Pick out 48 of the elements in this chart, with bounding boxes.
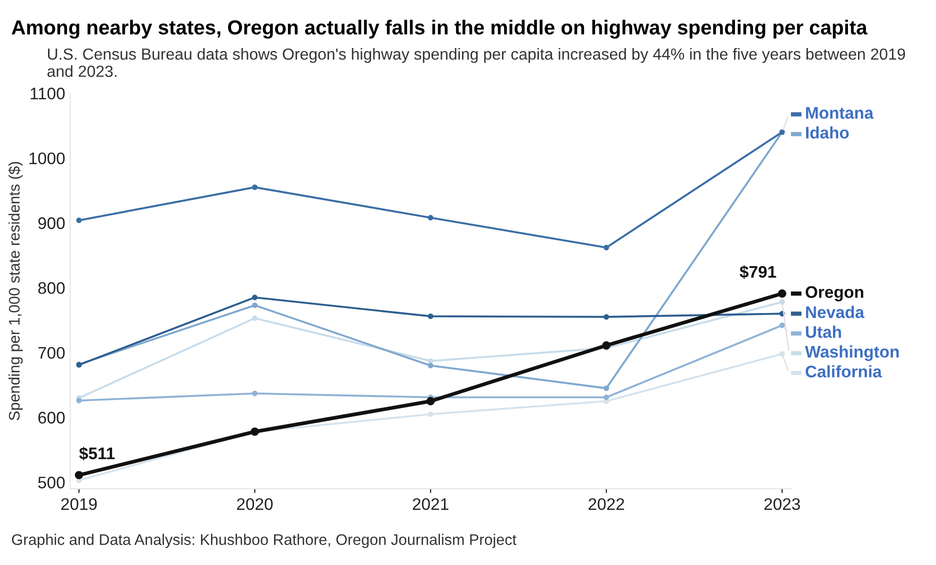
legend-label: California — [806, 365, 882, 378]
point — [76, 398, 82, 404]
text: Graphic and Data Analysis: Khushboo Rathore, Oregon Journalism Project — [12, 534, 516, 548]
y-tick-label: 1000 — [30, 152, 65, 164]
y-tick-label: 1100 — [30, 88, 65, 100]
y-tick-label: 500 — [38, 476, 65, 488]
y-tick-label: 600 — [38, 412, 65, 424]
point — [779, 322, 785, 328]
point — [604, 314, 610, 320]
y-tick-label: 800 — [38, 282, 65, 294]
point — [428, 358, 434, 364]
x-tick-label: 2019 — [61, 498, 97, 510]
point — [778, 289, 786, 298]
point — [252, 294, 258, 300]
x-tick-label: 2021 — [412, 498, 448, 510]
legend-label: Nevada — [806, 306, 864, 318]
point — [426, 397, 435, 406]
point — [252, 302, 258, 308]
point — [779, 299, 785, 305]
point — [602, 341, 611, 350]
data-label: $511 — [79, 446, 115, 460]
point — [428, 313, 434, 320]
chart-title: Among nearby states, Oregon actually falls in the middle on highway spending per capita — [12, 20, 868, 39]
y-tick-label: 900 — [38, 217, 65, 230]
point — [428, 411, 434, 417]
data-label: $791 — [740, 265, 776, 279]
point — [428, 362, 434, 368]
point — [252, 315, 258, 321]
point — [428, 214, 434, 220]
legend-label: Montana — [806, 107, 874, 119]
point — [252, 184, 258, 190]
legend-label: Oregon — [806, 286, 864, 302]
point — [252, 390, 258, 396]
x-tick-label: 2023 — [764, 498, 800, 510]
legend-label: Idaho — [806, 126, 849, 139]
x-tick-label: 2020 — [237, 498, 273, 510]
x-tick-label: 2022 — [588, 498, 624, 510]
point — [76, 218, 82, 224]
y-tick-label: 700 — [38, 346, 65, 359]
chart-subtitle: U.S. Census Bureau data shows Oregon's highway spending per capita increased by 44% in the five years between 2019 and 2023. — [47, 48, 906, 77]
legend-label: Washington — [805, 345, 899, 362]
point — [604, 394, 610, 400]
legend-label: Utah — [806, 326, 841, 338]
point — [779, 351, 785, 357]
point — [604, 385, 610, 392]
y-axis-title: Spending per 1,000 state residents ($) — [8, 162, 23, 420]
point — [604, 244, 610, 250]
point — [74, 470, 84, 480]
